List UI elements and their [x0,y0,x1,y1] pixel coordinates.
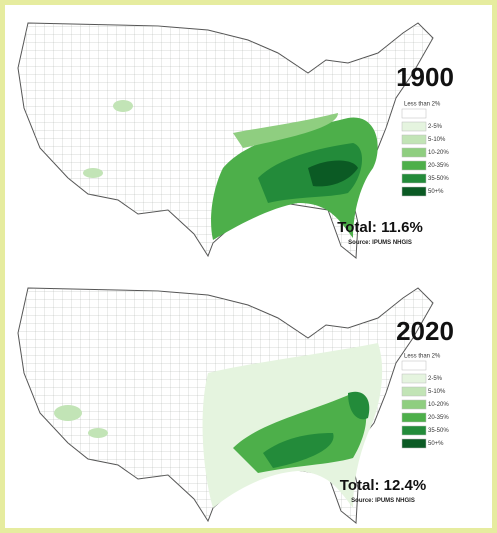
legend-swatch [401,160,427,171]
legend-label: 20-35% [428,415,449,421]
legend-swatch [401,373,427,384]
legend-label: 10-20% [428,402,449,408]
source: Source: IPUMS NHGIS [351,498,415,504]
map-1900 [17,22,434,259]
legend-swatch [401,438,427,449]
legend-swatch [401,173,427,184]
legend-label: 20-35% [428,163,449,169]
legend-label: 35-50% [428,176,449,182]
legend-label: 5-10% [428,389,446,395]
legend-swatch [401,412,427,423]
legend-label: 10-20% [428,150,449,156]
legend-label: 2-5% [428,124,443,130]
total: Total: 11.6% [337,219,423,236]
legend-swatch [401,186,427,197]
legend-label: 50+% [428,441,444,447]
year: 2020 [396,316,454,346]
legend-swatch [401,386,427,397]
legend-swatch [401,399,427,410]
legend-swatch [401,121,427,132]
legend-swatch [401,425,427,436]
legend-swatch [401,147,427,158]
legend-label: 50+% [428,189,444,195]
year: 1900 [396,62,454,92]
legend-swatch [401,108,427,119]
map-2020 [17,287,434,524]
total: Total: 12.4% [340,477,426,494]
legend-swatch [401,134,427,145]
legend-label: Less than 2% [404,102,441,108]
legend-label: Less than 2% [404,354,441,360]
legend-label: 2-5% [428,376,443,382]
legend-label: 5-10% [428,137,446,143]
legends: Less than 2% 2-5% 5-10% 10-20% 20-35% 35-50% 5… [401,102,449,449]
legend-label: 35-50% [428,428,449,434]
source: Source: IPUMS NHGIS [348,240,412,246]
legend-swatch [401,360,427,371]
